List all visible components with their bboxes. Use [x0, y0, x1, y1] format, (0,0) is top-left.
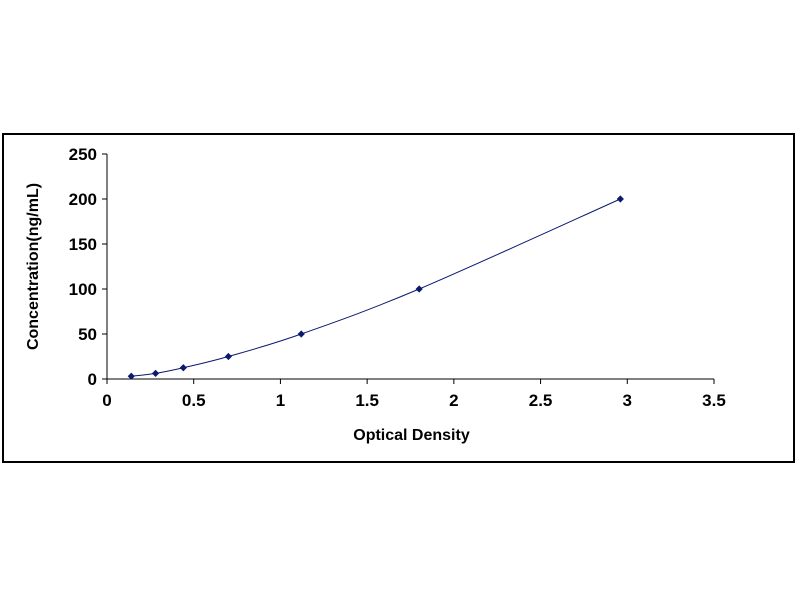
y-axis-title: Concentration(ng/mL): [25, 183, 42, 350]
x-tick-label: 0: [102, 391, 111, 410]
data-point-marker: [179, 364, 187, 372]
trend-line: [131, 198, 621, 377]
x-tick-label: 1.5: [355, 391, 379, 410]
data-point-marker: [616, 195, 624, 203]
y-tick-label: 150: [69, 235, 97, 254]
x-tick-label: 2: [449, 391, 458, 410]
data-point-marker: [151, 369, 160, 377]
x-tick-label: 3.5: [702, 391, 726, 410]
data-markers: [127, 195, 624, 380]
y-tick-label: 250: [69, 145, 97, 164]
x-tick-label: 2.5: [529, 391, 553, 410]
data-point-marker: [127, 372, 135, 380]
data-point-marker: [297, 330, 305, 338]
standard-curve-chart: 0 0.5 1 1.5 2 2.5 3 3.5 0 50 100 150 200 250 Optical…: [25, 145, 726, 444]
y-tick-label: 50: [78, 325, 97, 344]
x-tick-label: 3: [623, 391, 632, 410]
chart-frame: 0 0.5 1 1.5 2 2.5 3 3.5 0 50 100 150 200 250 Optical…: [2, 133, 795, 463]
y-tick-label: 200: [69, 190, 97, 209]
y-tick-label: 100: [69, 280, 97, 299]
x-tick-label: 0.5: [182, 391, 206, 410]
y-tick-label: 0: [88, 370, 97, 389]
axes: [106, 154, 714, 380]
x-axis-title: Optical Density: [353, 427, 470, 444]
data-point-marker: [415, 285, 423, 293]
data-point-marker: [224, 352, 232, 361]
x-tick-label: 1: [276, 391, 285, 410]
y-ticks: 0 50 100 150 200 250: [69, 145, 107, 389]
x-ticks: 0 0.5 1 1.5 2 2.5 3 3.5: [102, 379, 726, 410]
